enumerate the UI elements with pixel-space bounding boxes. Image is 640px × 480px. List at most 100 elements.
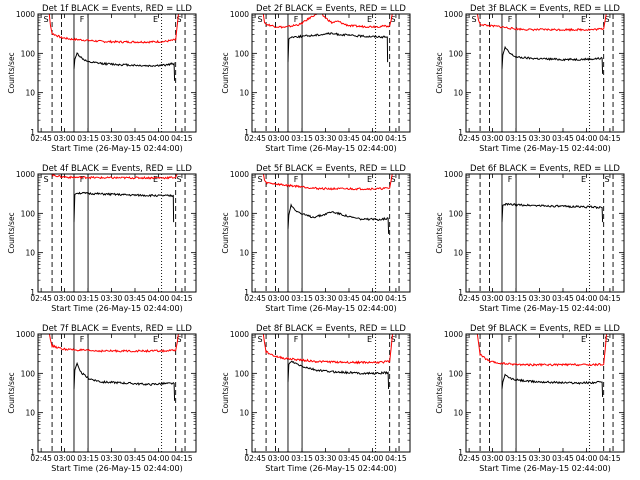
x-tick-label: 03:15 bbox=[505, 454, 527, 463]
x-tick-label: 03:45 bbox=[124, 454, 146, 463]
x-tick-label: 03:30 bbox=[529, 294, 551, 303]
series-line bbox=[476, 14, 607, 32]
y-tick-label: 10 bbox=[239, 249, 249, 258]
x-axis-label: Start Time (26-May-15 02:44:00) bbox=[479, 464, 610, 473]
x-tick-label: 03:15 bbox=[77, 134, 99, 143]
x-tick-label: 03:00 bbox=[482, 294, 504, 303]
x-tick-label: 04:15 bbox=[171, 294, 193, 303]
x-tick-label: 03:15 bbox=[505, 134, 527, 143]
y-tick-label: 1 bbox=[244, 128, 249, 137]
x-tick-label: 04:15 bbox=[171, 134, 193, 143]
x-tick-label: 02:45 bbox=[458, 454, 480, 463]
y-tick-label: 10 bbox=[453, 409, 463, 418]
y-tick-label: 100 bbox=[21, 369, 36, 378]
x-tick-label: 04:15 bbox=[599, 454, 621, 463]
y-axis-label: Counts/sec bbox=[221, 52, 230, 93]
x-tick-label: 02:45 bbox=[30, 294, 52, 303]
plot-frame bbox=[37, 333, 197, 453]
series-line bbox=[73, 52, 176, 81]
x-tick-label: 03:00 bbox=[482, 134, 504, 143]
y-axis-label: Counts/sec bbox=[7, 212, 16, 253]
x-tick-label: 03:15 bbox=[505, 294, 527, 303]
x-axis-label: Start Time (26-May-15 02:44:00) bbox=[265, 144, 396, 153]
x-tick-label: 02:45 bbox=[458, 294, 480, 303]
y-tick-label: 1000 bbox=[230, 330, 249, 339]
plot-frame bbox=[251, 333, 411, 453]
marker-label: S bbox=[391, 175, 396, 184]
y-tick-label: 1000 bbox=[16, 10, 35, 19]
chart-title: Det 7f BLACK = Events, RED = LLD bbox=[42, 324, 192, 334]
chart-title: Det 4f BLACK = Events, RED = LLD bbox=[42, 164, 192, 174]
marker-label: E bbox=[581, 175, 586, 184]
plot-frame bbox=[465, 13, 625, 133]
marker-label: S bbox=[472, 15, 477, 24]
x-tick-label: 03:00 bbox=[54, 294, 76, 303]
y-axis-label: Counts/sec bbox=[221, 212, 230, 253]
marker-label: S bbox=[391, 15, 396, 24]
y-tick-label: 1000 bbox=[16, 170, 35, 179]
x-axis-label: Start Time (26-May-15 02:44:00) bbox=[51, 304, 182, 313]
x-tick-label: 03:00 bbox=[268, 134, 290, 143]
marker-label: E bbox=[153, 335, 158, 344]
x-tick-label: 03:30 bbox=[101, 134, 123, 143]
x-tick-label: 04:00 bbox=[362, 454, 384, 463]
marker-label: S bbox=[44, 15, 49, 24]
x-tick-label: 02:45 bbox=[244, 134, 266, 143]
x-tick-label: 03:30 bbox=[529, 454, 551, 463]
chart-title: Det 6f BLACK = Events, RED = LLD bbox=[470, 164, 620, 174]
y-axis-label: Counts/sec bbox=[435, 212, 444, 253]
y-tick-label: 100 bbox=[235, 49, 250, 58]
y-tick-label: 1000 bbox=[444, 10, 463, 19]
series-line bbox=[73, 191, 175, 223]
series-line bbox=[73, 361, 176, 401]
x-tick-label: 04:15 bbox=[385, 454, 407, 463]
y-tick-label: 1000 bbox=[16, 330, 35, 339]
chart-title: Det 9f BLACK = Events, RED = LLD bbox=[470, 324, 620, 334]
x-tick-label: 04:00 bbox=[148, 134, 170, 143]
marker-label: S bbox=[177, 335, 182, 344]
x-tick-label: 03:30 bbox=[315, 454, 337, 463]
x-tick-label: 04:00 bbox=[576, 294, 598, 303]
marker-label: F bbox=[80, 175, 85, 184]
y-tick-label: 1 bbox=[244, 448, 249, 457]
plot-frame bbox=[465, 333, 625, 453]
marker-label: S bbox=[605, 175, 610, 184]
x-tick-label: 04:00 bbox=[362, 294, 384, 303]
marker-label: S bbox=[258, 335, 263, 344]
y-tick-label: 1 bbox=[30, 128, 35, 137]
y-tick-label: 10 bbox=[25, 89, 35, 98]
series-line bbox=[287, 32, 389, 63]
series-line bbox=[262, 334, 394, 365]
y-tick-label: 1 bbox=[244, 288, 249, 297]
marker-label: S bbox=[258, 15, 263, 24]
series-line bbox=[48, 14, 179, 44]
x-tick-label: 03:00 bbox=[482, 454, 504, 463]
chart-title: Det 5f BLACK = Events, RED = LLD bbox=[256, 164, 406, 174]
marker-label: E bbox=[153, 175, 158, 184]
x-tick-label: 03:30 bbox=[529, 134, 551, 143]
x-tick-label: 02:45 bbox=[30, 454, 52, 463]
marker-label: S bbox=[177, 175, 182, 184]
x-axis-label: Start Time (26-May-15 02:44:00) bbox=[51, 464, 182, 473]
y-axis-label: Counts/sec bbox=[435, 52, 444, 93]
x-tick-label: 03:00 bbox=[268, 454, 290, 463]
x-tick-label: 03:30 bbox=[101, 294, 123, 303]
chart-title: Det 1f BLACK = Events, RED = LLD bbox=[42, 4, 192, 14]
y-tick-label: 10 bbox=[453, 249, 463, 258]
x-tick-label: 03:00 bbox=[54, 454, 76, 463]
x-tick-label: 04:00 bbox=[148, 454, 170, 463]
y-tick-label: 100 bbox=[449, 209, 464, 218]
x-tick-label: 03:45 bbox=[338, 454, 360, 463]
y-tick-label: 10 bbox=[25, 409, 35, 418]
marker-label: F bbox=[80, 15, 85, 24]
marker-label: F bbox=[508, 175, 513, 184]
x-tick-label: 04:15 bbox=[385, 134, 407, 143]
